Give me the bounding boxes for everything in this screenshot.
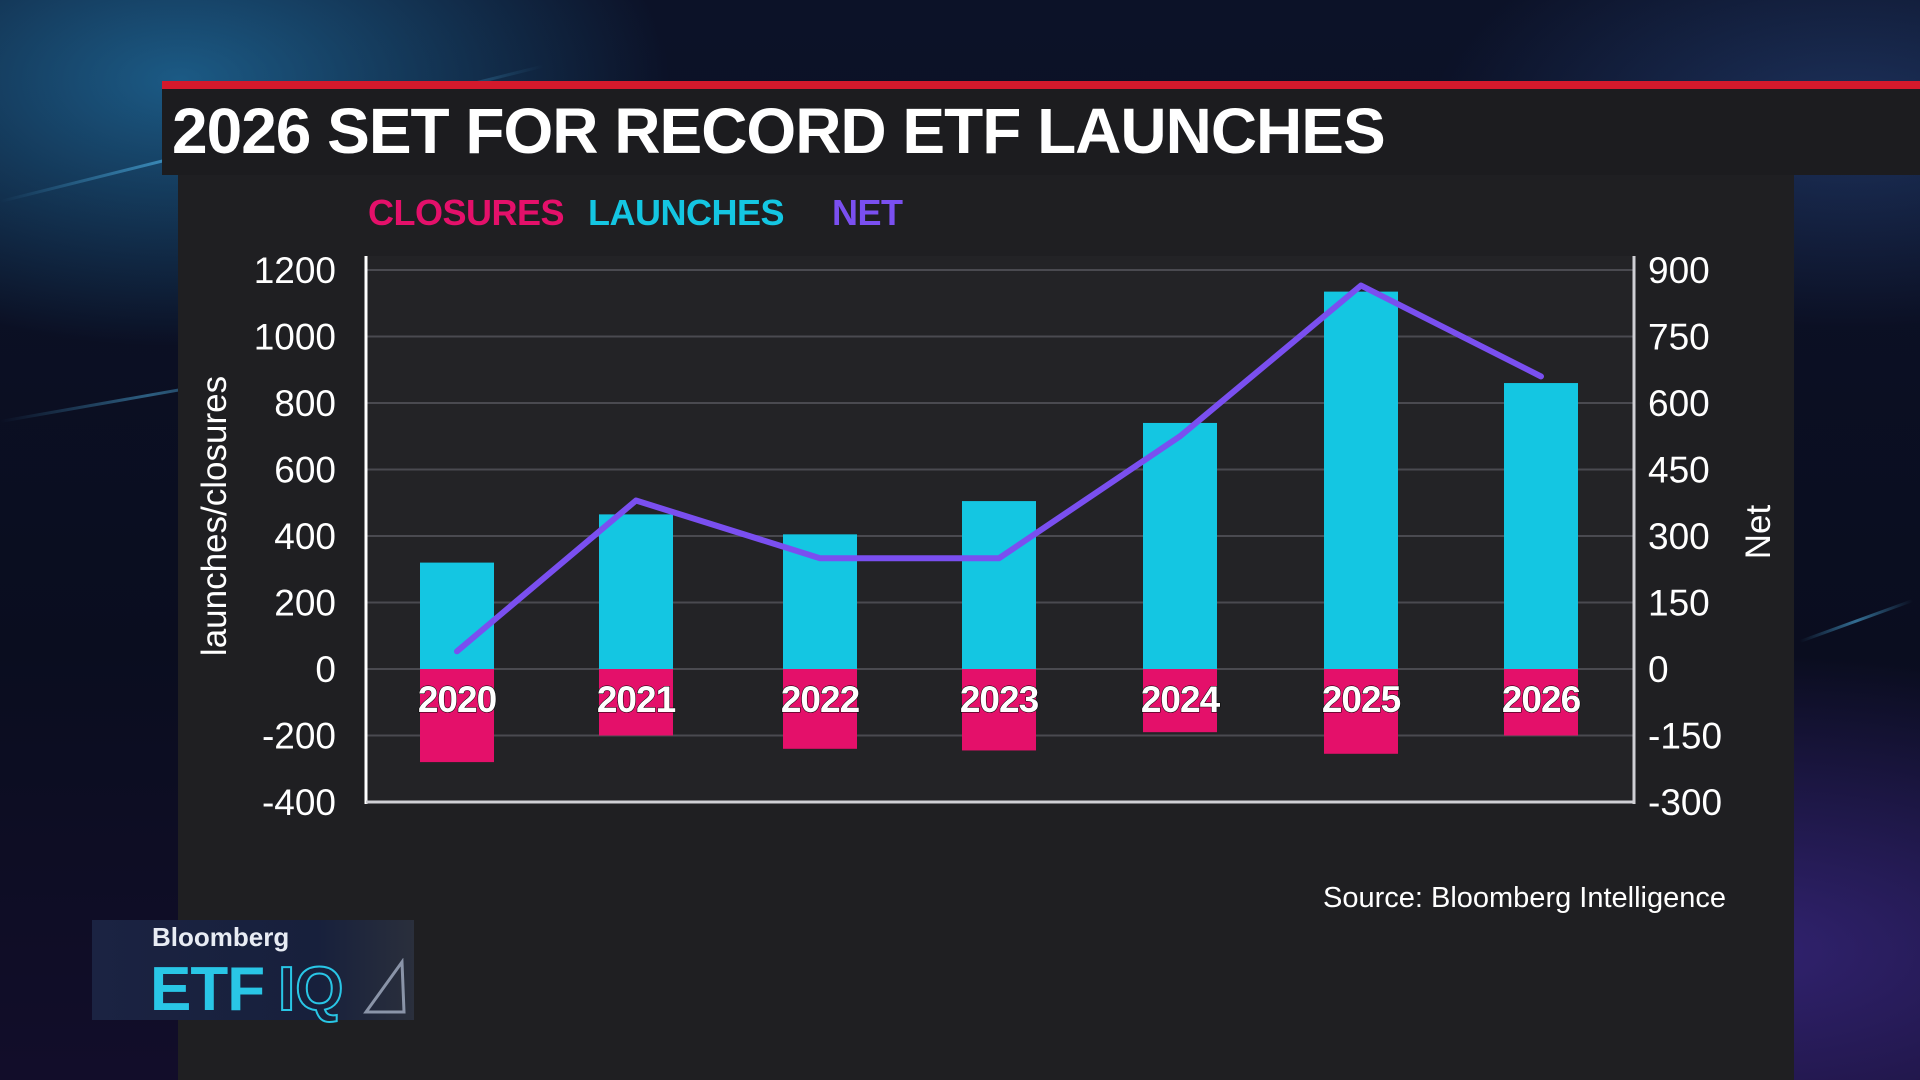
logo-show-suffix: IQ (277, 954, 344, 1025)
left-axis-title: launches/closures (195, 376, 234, 656)
left-tick-label: -400 (262, 782, 336, 823)
right-tick-label: 900 (1648, 250, 1710, 291)
net-point (1538, 373, 1544, 379)
closures-bar (1504, 669, 1578, 736)
left-tick-label: 200 (274, 583, 336, 624)
bars (420, 291, 1578, 763)
logo-show-prefix: ETF (150, 955, 265, 1024)
category-label: 2021 (597, 679, 676, 720)
closures-bar (420, 669, 494, 763)
category-label: 2023 (960, 679, 1039, 720)
launches-bar (783, 534, 857, 669)
launches-bar (1143, 422, 1217, 669)
right-tick-label: 450 (1648, 450, 1710, 491)
category-label: 2025 (1322, 679, 1401, 720)
net-series (454, 282, 1544, 655)
right-tick-label: 300 (1648, 516, 1710, 557)
left-tick-label: 800 (274, 383, 336, 424)
source-note: Source: Bloomberg Intelligence (1322, 882, 1726, 914)
logo-triangle-icon (363, 958, 406, 1014)
right-tick-label: -300 (1648, 782, 1722, 823)
right-tick-label: 600 (1648, 383, 1710, 424)
left-tick-label: 0 (315, 649, 336, 690)
legend-entry: CLOSURES (368, 192, 564, 233)
title-accent-stripe (162, 81, 1920, 89)
launches-bar (1324, 291, 1398, 669)
closures-bar (783, 669, 857, 749)
net-point (1177, 433, 1183, 439)
closures-bar (962, 669, 1036, 751)
category-label: 2024 (1141, 679, 1221, 720)
net-point (633, 498, 639, 504)
net-point (454, 648, 460, 654)
closures-bar (1324, 669, 1398, 754)
axis-titles: launches/closures Net (195, 376, 1778, 656)
left-tick-label: -200 (262, 716, 336, 757)
left-tick-label: 1000 (254, 317, 336, 358)
chart-panel: CLOSURES LAUNCHES NET 2020 2021 2022 2023 2024… (178, 175, 1794, 1080)
chart: CLOSURES LAUNCHES NET 2020 2021 2022 2023 2024… (195, 192, 1778, 823)
legend: CLOSURES LAUNCHES NET (368, 192, 904, 233)
tick-labels: 1200 1000 800 600 400 200 0 -200 -400 900 750 600 45… (254, 250, 1722, 823)
left-tick-label: 600 (274, 450, 336, 491)
left-tick-label: 400 (274, 516, 336, 557)
category-label: 2020 (418, 679, 497, 720)
net-point (1358, 283, 1364, 289)
net-point (817, 555, 823, 561)
axes (364, 256, 1636, 804)
category-labels: 2020 2021 2022 2023 2024 2025 2026 (417, 679, 1582, 721)
logo-brand: Bloomberg (152, 922, 290, 952)
category-label: 2022 (781, 679, 860, 720)
launches-bar (962, 501, 1036, 669)
right-tick-label: 150 (1648, 583, 1710, 624)
closures-bar (1143, 669, 1217, 733)
category-label: 2026 (1502, 679, 1581, 720)
chart-title: 2026 SET FOR RECORD ETF LAUNCHES (172, 95, 1386, 167)
left-tick-label: 1200 (254, 250, 336, 291)
right-tick-label: 0 (1648, 649, 1669, 690)
light-streak (1799, 599, 1914, 643)
right-tick-label: 750 (1648, 317, 1710, 358)
legend-entry: NET (832, 192, 903, 233)
launches-bar (1504, 383, 1578, 669)
title-bar (162, 82, 1920, 175)
launches-bar (599, 514, 673, 669)
legend-entry: LAUNCHES (588, 192, 784, 233)
right-tick-label: -150 (1648, 716, 1722, 757)
right-axis-title: Net (1739, 504, 1778, 559)
show-logo (92, 920, 414, 1020)
closures-bar (599, 669, 673, 736)
net-point (996, 555, 1002, 561)
